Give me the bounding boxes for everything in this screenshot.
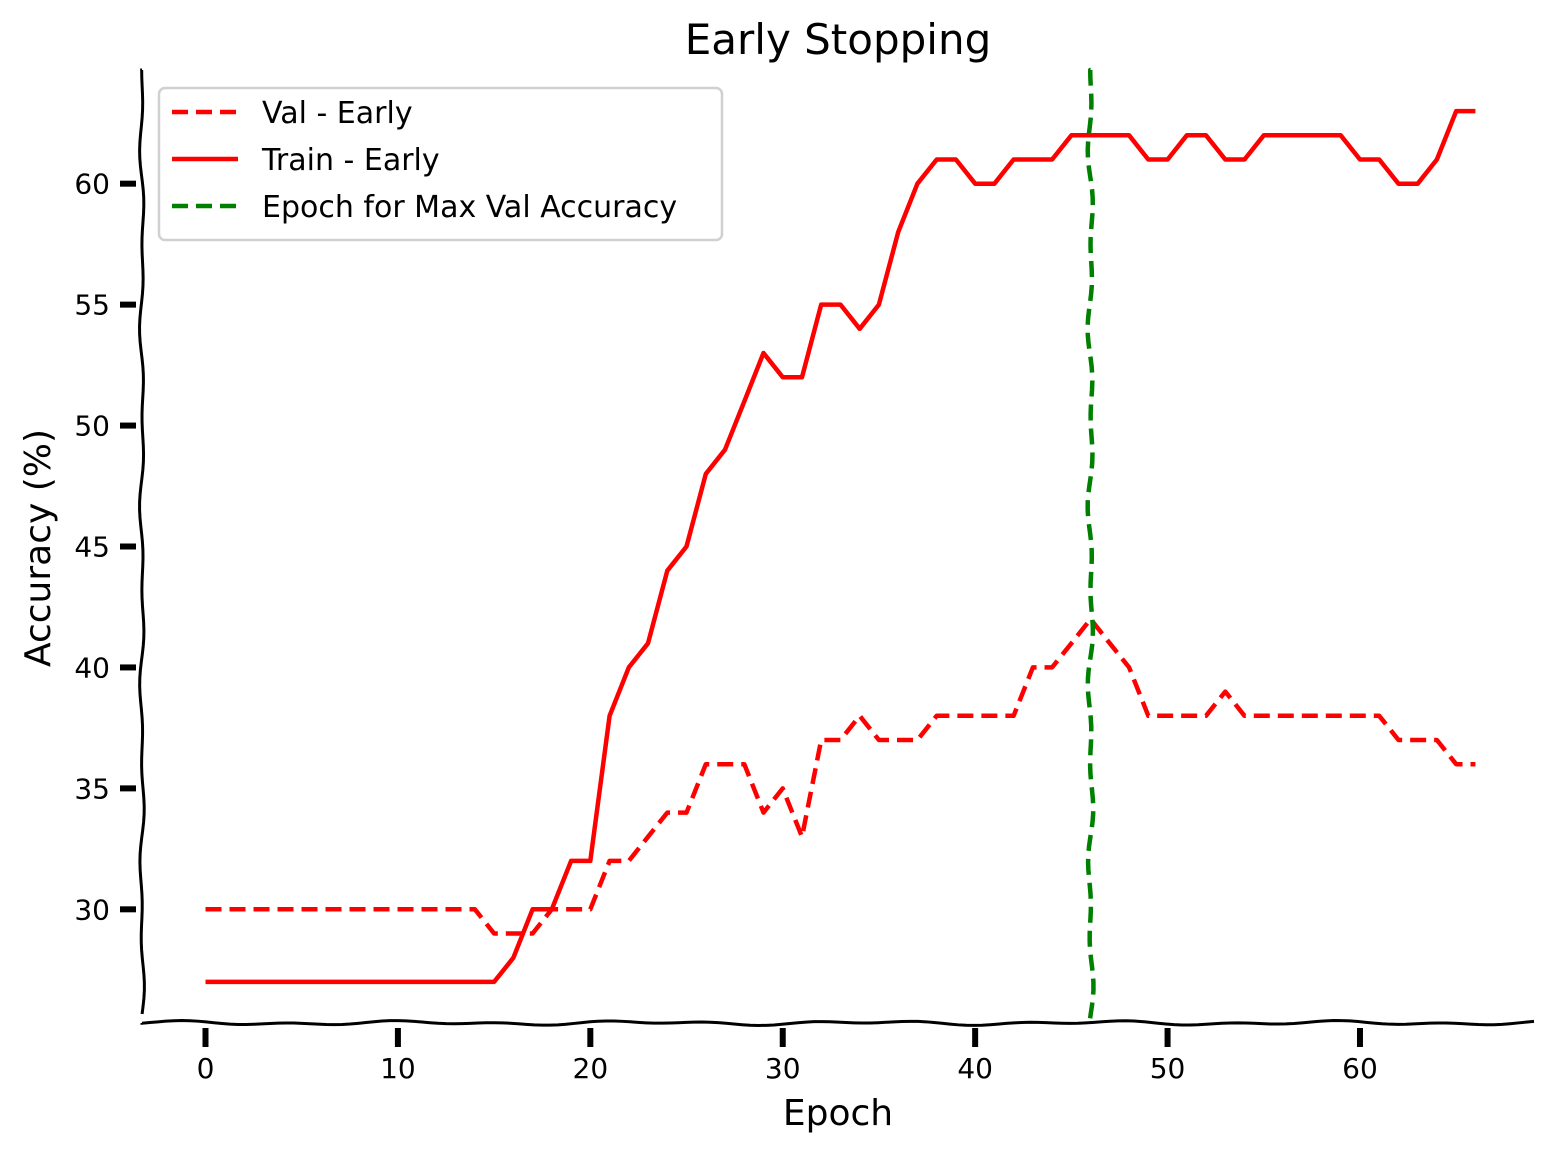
x-tick-label: 50 xyxy=(1150,1052,1186,1085)
x-axis-label: Epoch xyxy=(783,1093,893,1134)
x-tick-label: 40 xyxy=(957,1052,993,1085)
y-axis-label: Accuracy (%) xyxy=(18,429,59,667)
x-tick-label: 60 xyxy=(1342,1052,1378,1085)
y-tick-label: 35 xyxy=(74,772,110,805)
x-tick-label: 10 xyxy=(380,1052,416,1085)
series-line-2 xyxy=(1085,67,1096,1023)
legend: Val - Early Train - Early Epoch for Max Va… xyxy=(157,86,724,242)
y-axis-line xyxy=(138,68,146,1015)
x-tick-label: 0 xyxy=(197,1052,215,1085)
legend-label: Train - Early xyxy=(261,143,440,178)
series-line-1 xyxy=(205,108,1476,985)
x-tick-label: 30 xyxy=(765,1052,801,1085)
x-axis-line xyxy=(140,1019,1535,1027)
series-line-0 xyxy=(205,616,1476,936)
y-tick-label: 40 xyxy=(74,651,110,684)
y-tick-label: 50 xyxy=(74,410,110,443)
y-tick-label: 60 xyxy=(74,168,110,201)
y-tick-label: 55 xyxy=(74,289,110,322)
y-tick-label: 45 xyxy=(74,531,110,564)
axes: 0 10 20 30 40 50 60 30 35 40 45 50 55 60 xyxy=(74,68,1535,1085)
legend-frame xyxy=(157,86,724,242)
legend-label: Val - Early xyxy=(262,96,413,131)
x-tick-label: 20 xyxy=(573,1052,609,1085)
series-layer xyxy=(205,67,1476,1023)
legend-label: Epoch for Max Val Accuracy xyxy=(262,190,677,225)
chart-title: Early Stopping xyxy=(685,15,992,64)
y-tick-label: 30 xyxy=(74,893,110,926)
